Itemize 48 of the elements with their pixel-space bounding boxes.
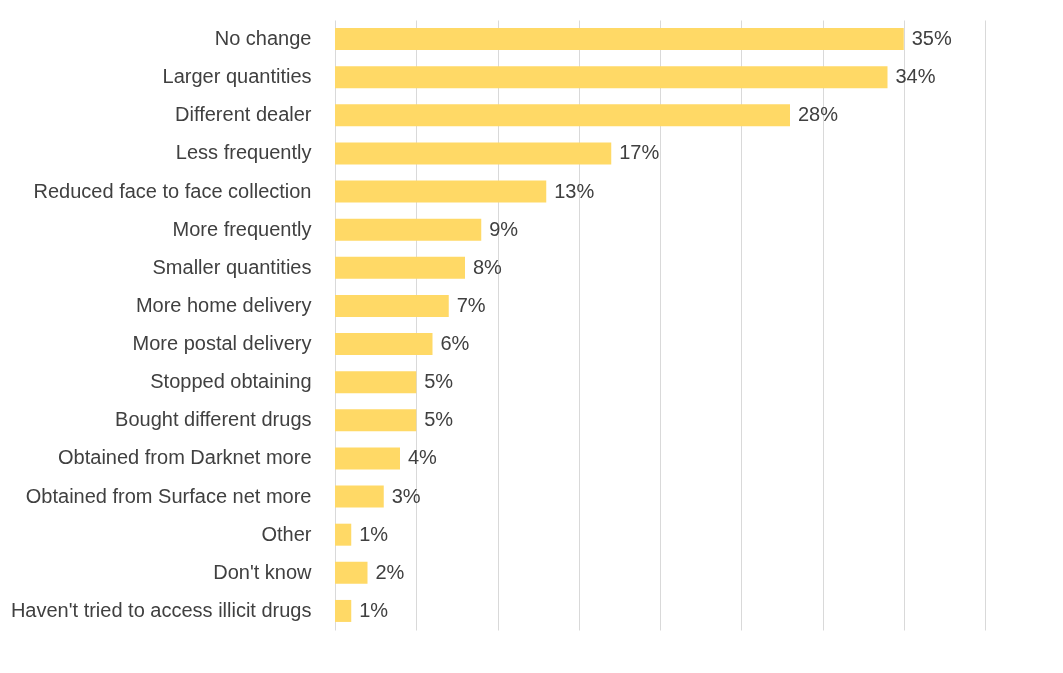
data-label: 9% [489, 217, 519, 240]
data-label: 8% [473, 255, 503, 278]
bar [335, 256, 465, 279]
bar [335, 371, 417, 394]
data-label: 35% [911, 27, 952, 50]
bar [335, 218, 482, 241]
y-tick-label: Less frequently [175, 141, 312, 164]
bar [335, 409, 417, 432]
y-tick-label: Bought different drugs [115, 408, 312, 431]
y-tick-label: Different dealer [175, 103, 312, 126]
data-label: 6% [440, 332, 470, 355]
bar [335, 485, 384, 508]
data-label: 13% [554, 179, 595, 202]
y-tick-label: Larger quantities [162, 65, 312, 88]
data-label: 4% [408, 446, 438, 469]
data-label: 1% [359, 522, 389, 545]
data-label: 34% [895, 65, 936, 88]
y-tick-label: Reduced face to face collection [33, 179, 312, 202]
bar [335, 142, 612, 165]
data-label: 1% [359, 598, 389, 621]
y-tick-label: Obtained from Darknet more [58, 446, 312, 469]
data-label: 17% [619, 141, 660, 164]
data-label: 5% [424, 370, 454, 393]
data-label: 5% [424, 408, 454, 431]
bar [335, 523, 352, 546]
bar [335, 104, 790, 127]
bar [335, 599, 352, 622]
bar [335, 447, 400, 470]
y-tick-label: More home delivery [135, 293, 312, 316]
bar [335, 66, 888, 89]
y-tick-label: More frequently [172, 217, 312, 240]
bar [335, 180, 547, 203]
y-tick-label: Obtained from Surface net more [25, 484, 312, 507]
y-tick-label: Don't know [213, 560, 313, 583]
data-label: 2% [375, 560, 405, 583]
y-tick-label: Stopped obtaining [150, 370, 312, 393]
bar [335, 561, 368, 584]
y-tick-label: Haven't tried to access illicit drugs [10, 598, 312, 621]
y-tick-label: Other [261, 522, 312, 545]
bar [335, 294, 449, 317]
data-label: 7% [456, 293, 486, 316]
bar [335, 28, 904, 51]
y-tick-label: No change [214, 27, 312, 50]
bar [335, 333, 433, 356]
data-label: 3% [391, 484, 421, 507]
y-tick-label: Smaller quantities [152, 255, 312, 278]
data-label: 28% [798, 103, 839, 126]
y-tick-label: More postal delivery [132, 332, 312, 355]
